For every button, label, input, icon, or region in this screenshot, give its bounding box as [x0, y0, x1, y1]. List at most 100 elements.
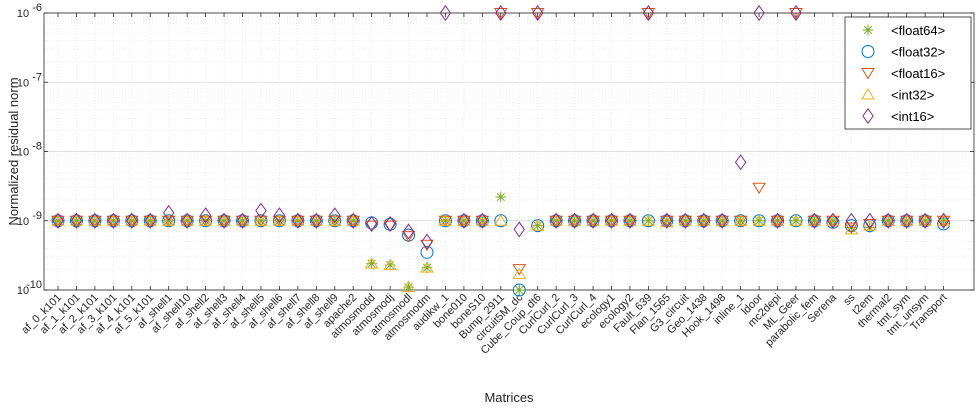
data-point: [88, 214, 102, 226]
data-point: [71, 215, 82, 227]
data-point: [347, 215, 359, 227]
data-point: [937, 212, 950, 229]
legend-item: <float16>: [861, 66, 945, 81]
data-point: [531, 4, 544, 22]
data-point: [143, 214, 158, 226]
data-point: [530, 219, 545, 231]
data-point: [569, 215, 580, 227]
data-point: [882, 212, 894, 229]
data-point: [89, 212, 101, 229]
data-point: [458, 212, 470, 229]
data-point: [623, 214, 637, 226]
data-point: [771, 212, 784, 229]
data-point: [679, 215, 691, 227]
data-point: [290, 214, 305, 226]
data-point: [881, 214, 896, 226]
legend-marker: [862, 107, 874, 125]
data-point: [493, 214, 508, 226]
data-point: [439, 4, 452, 22]
data-point: [401, 231, 416, 243]
data-point: [309, 214, 324, 226]
data-point: [919, 212, 931, 229]
data-point: [365, 215, 378, 232]
data-point: [329, 207, 341, 224]
data-point: [606, 215, 617, 227]
data-point: [107, 215, 119, 227]
data-point: [549, 214, 564, 226]
data-point: [181, 212, 193, 229]
data-point: [642, 4, 655, 22]
data-point: [733, 214, 748, 226]
data-point: [70, 212, 83, 229]
data-point: [826, 214, 840, 226]
data-point: [770, 214, 785, 226]
data-point: [901, 215, 913, 227]
y-tick-exponent: -9: [32, 210, 42, 222]
data-point: [495, 191, 507, 203]
data-point: [568, 212, 581, 229]
data-point: [161, 214, 176, 226]
data-point: [512, 267, 527, 280]
data-point: [605, 212, 618, 229]
data-point: [383, 258, 397, 270]
data-point: [807, 214, 822, 226]
data-point: [384, 259, 396, 271]
data-point: [162, 204, 175, 221]
data-point: [624, 215, 636, 227]
data-point: [420, 261, 434, 273]
data-point: [199, 207, 212, 224]
data-point: [844, 219, 858, 233]
data-point: [421, 233, 433, 250]
data-point: [752, 182, 766, 195]
data-point: [124, 214, 139, 226]
data-point: [844, 223, 859, 235]
data-point: [52, 215, 64, 227]
legend-label: <float64>: [891, 23, 945, 38]
data-point: [402, 223, 415, 240]
data-point: [458, 215, 470, 227]
data-point: [493, 8, 508, 20]
data-point: [364, 257, 379, 269]
data-point: [237, 215, 248, 227]
data-point: [421, 262, 433, 274]
data-point: [678, 214, 693, 226]
data-point: [790, 4, 802, 22]
data-point: [550, 212, 562, 229]
legend-item: <int32>: [861, 88, 934, 103]
data-point: [346, 214, 361, 226]
data-point: [235, 214, 250, 226]
y-tick-exponent: -7: [32, 71, 42, 83]
data-point: [272, 214, 287, 226]
y-tick-label: 10: [17, 285, 29, 297]
legend: <float64> <float32> <float16> <int32> <int16…: [844, 16, 972, 130]
data-point: [495, 4, 507, 22]
data-point: [144, 212, 156, 229]
data-point: [457, 214, 471, 226]
data-point: [937, 217, 951, 231]
data-point: [532, 220, 544, 232]
data-point: [438, 214, 453, 226]
data-point: [292, 215, 304, 227]
data-point: [864, 212, 876, 229]
data-point: [567, 214, 582, 226]
data-point: [659, 215, 674, 228]
data-point: [734, 154, 747, 171]
data-point: [696, 214, 711, 226]
data-point: [218, 215, 230, 227]
data-point: [753, 4, 765, 22]
data-point: [347, 212, 359, 229]
legend-item: <int16>: [862, 107, 934, 125]
data-point: [587, 215, 599, 227]
data-point: [550, 215, 562, 227]
data-point: [530, 8, 545, 20]
data-point: [106, 214, 121, 226]
legend-marker: [862, 24, 874, 36]
legend-marker: [861, 68, 875, 80]
data-point: [772, 215, 783, 227]
data-point: [918, 214, 933, 226]
data-point: [919, 215, 931, 227]
legend-label: <float16>: [891, 66, 945, 81]
data-point: [403, 281, 414, 293]
y-axis-title: Normalized residual norm: [6, 77, 21, 225]
legend-item: <float32>: [861, 45, 945, 60]
